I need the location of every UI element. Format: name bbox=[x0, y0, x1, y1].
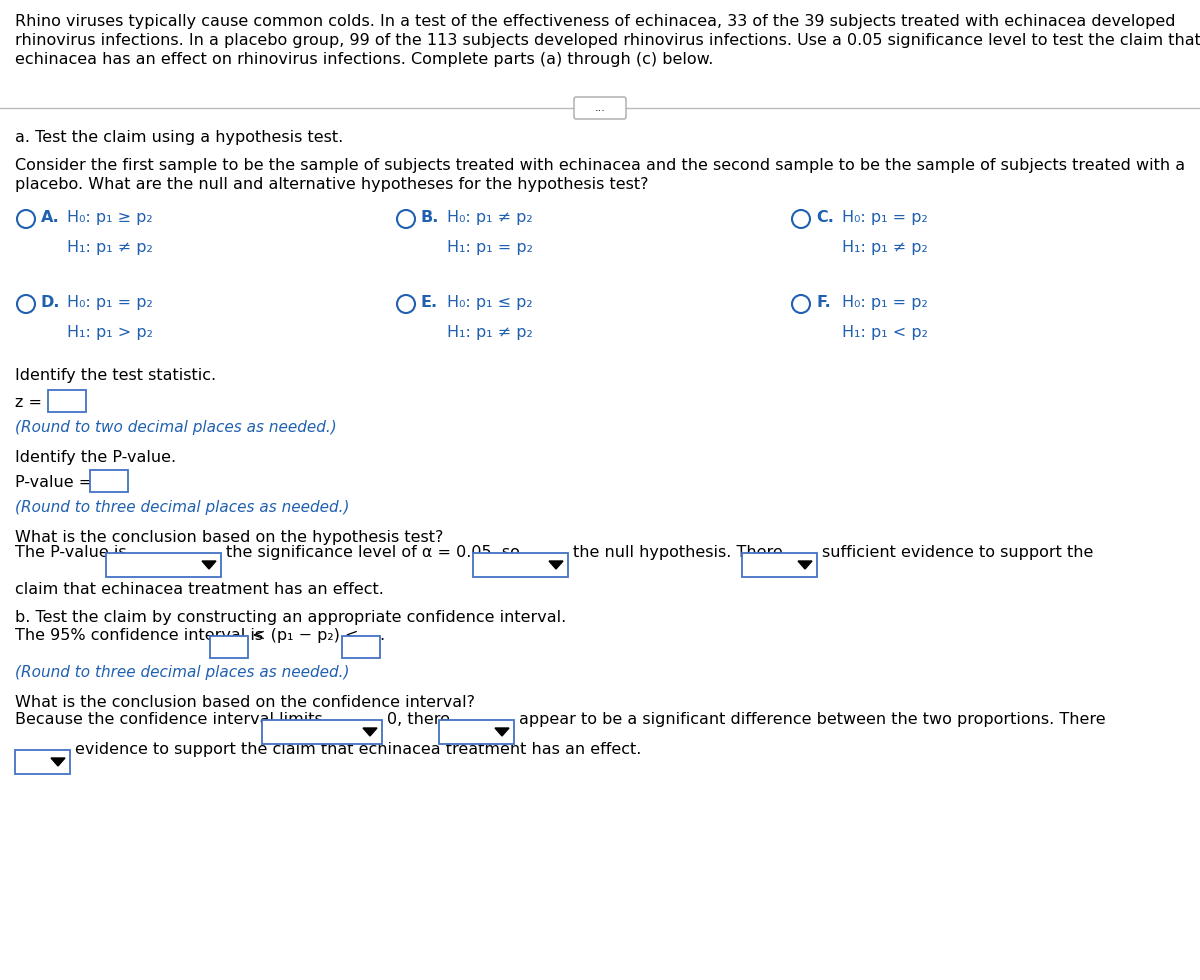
FancyBboxPatch shape bbox=[14, 750, 70, 774]
Text: rhinovirus infections. In a placebo group, 99 of the 113 subjects developed rhin: rhinovirus infections. In a placebo grou… bbox=[14, 33, 1200, 48]
Text: H₁: p₁ = p₂: H₁: p₁ = p₂ bbox=[446, 240, 533, 255]
FancyBboxPatch shape bbox=[439, 720, 514, 744]
Text: H₀: p₁ ≥ p₂: H₀: p₁ ≥ p₂ bbox=[67, 210, 152, 225]
Text: What is the conclusion based on the hypothesis test?: What is the conclusion based on the hypo… bbox=[14, 530, 443, 545]
Text: z =: z = bbox=[14, 395, 42, 410]
Text: placebo. What are the null and alternative hypotheses for the hypothesis test?: placebo. What are the null and alternati… bbox=[14, 177, 648, 192]
Text: The P-value is: The P-value is bbox=[14, 545, 127, 560]
FancyBboxPatch shape bbox=[742, 553, 817, 577]
FancyBboxPatch shape bbox=[90, 470, 128, 492]
Polygon shape bbox=[50, 758, 65, 766]
Text: < (p₁ − p₂) <: < (p₁ − p₂) < bbox=[252, 628, 359, 643]
FancyBboxPatch shape bbox=[473, 553, 568, 577]
Text: the null hypothesis. There: the null hypothesis. There bbox=[574, 545, 782, 560]
Text: Identify the P-value.: Identify the P-value. bbox=[14, 450, 176, 465]
Text: F.: F. bbox=[816, 295, 830, 310]
Text: E.: E. bbox=[421, 295, 438, 310]
FancyBboxPatch shape bbox=[262, 720, 382, 744]
Text: (Round to two decimal places as needed.): (Round to two decimal places as needed.) bbox=[14, 420, 337, 435]
Circle shape bbox=[397, 210, 415, 228]
Text: H₀: p₁ = p₂: H₀: p₁ = p₂ bbox=[67, 295, 152, 310]
FancyBboxPatch shape bbox=[48, 390, 86, 412]
Text: the significance level of α = 0.05, so: the significance level of α = 0.05, so bbox=[226, 545, 520, 560]
Text: a. Test the claim using a hypothesis test.: a. Test the claim using a hypothesis tes… bbox=[14, 130, 343, 145]
Text: ...: ... bbox=[594, 103, 606, 113]
Text: H₁: p₁ ≠ p₂: H₁: p₁ ≠ p₂ bbox=[842, 240, 928, 255]
Text: 0, there: 0, there bbox=[386, 712, 450, 727]
Text: Because the confidence interval limits: Because the confidence interval limits bbox=[14, 712, 323, 727]
Text: Rhino viruses typically cause common colds. In a test of the effectiveness of ec: Rhino viruses typically cause common col… bbox=[14, 14, 1176, 29]
Text: b. Test the claim by constructing an appropriate confidence interval.: b. Test the claim by constructing an app… bbox=[14, 610, 566, 625]
Text: Consider the first sample to be the sample of subjects treated with echinacea an: Consider the first sample to be the samp… bbox=[14, 158, 1186, 173]
Text: H₁: p₁ ≠ p₂: H₁: p₁ ≠ p₂ bbox=[446, 325, 533, 340]
Polygon shape bbox=[550, 561, 563, 569]
Text: .: . bbox=[379, 628, 385, 643]
Text: H₁: p₁ > p₂: H₁: p₁ > p₂ bbox=[67, 325, 152, 340]
Polygon shape bbox=[202, 561, 216, 569]
Circle shape bbox=[792, 295, 810, 313]
Circle shape bbox=[397, 295, 415, 313]
FancyBboxPatch shape bbox=[210, 636, 248, 658]
Text: The 95% confidence interval is: The 95% confidence interval is bbox=[14, 628, 263, 643]
Text: appear to be a significant difference between the two proportions. There: appear to be a significant difference be… bbox=[520, 712, 1105, 727]
Circle shape bbox=[792, 210, 810, 228]
Text: What is the conclusion based on the confidence interval?: What is the conclusion based on the conf… bbox=[14, 695, 475, 710]
Text: H₀: p₁ ≠ p₂: H₀: p₁ ≠ p₂ bbox=[446, 210, 533, 225]
FancyBboxPatch shape bbox=[106, 553, 221, 577]
Polygon shape bbox=[798, 561, 812, 569]
Text: B.: B. bbox=[421, 210, 439, 225]
Text: Identify the test statistic.: Identify the test statistic. bbox=[14, 368, 216, 383]
Circle shape bbox=[17, 295, 35, 313]
Circle shape bbox=[17, 210, 35, 228]
Text: (Round to three decimal places as needed.): (Round to three decimal places as needed… bbox=[14, 500, 349, 515]
Text: H₀: p₁ = p₂: H₀: p₁ = p₂ bbox=[842, 210, 928, 225]
Text: claim that echinacea treatment has an effect.: claim that echinacea treatment has an ef… bbox=[14, 582, 384, 597]
Text: echinacea has an effect on rhinovirus infections. Complete parts (a) through (c): echinacea has an effect on rhinovirus in… bbox=[14, 52, 713, 67]
Text: C.: C. bbox=[816, 210, 834, 225]
Polygon shape bbox=[364, 728, 377, 736]
Polygon shape bbox=[496, 728, 509, 736]
Text: D.: D. bbox=[41, 295, 60, 310]
Text: A.: A. bbox=[41, 210, 60, 225]
Text: P-value =: P-value = bbox=[14, 475, 92, 490]
Text: sufficient evidence to support the: sufficient evidence to support the bbox=[822, 545, 1093, 560]
Text: H₀: p₁ ≤ p₂: H₀: p₁ ≤ p₂ bbox=[446, 295, 533, 310]
FancyBboxPatch shape bbox=[342, 636, 379, 658]
Text: H₁: p₁ ≠ p₂: H₁: p₁ ≠ p₂ bbox=[67, 240, 152, 255]
Text: H₀: p₁ = p₂: H₀: p₁ = p₂ bbox=[842, 295, 928, 310]
Text: H₁: p₁ < p₂: H₁: p₁ < p₂ bbox=[842, 325, 928, 340]
Text: (Round to three decimal places as needed.): (Round to three decimal places as needed… bbox=[14, 665, 349, 680]
Text: evidence to support the claim that echinacea treatment has an effect.: evidence to support the claim that echin… bbox=[74, 742, 641, 757]
FancyBboxPatch shape bbox=[574, 97, 626, 119]
